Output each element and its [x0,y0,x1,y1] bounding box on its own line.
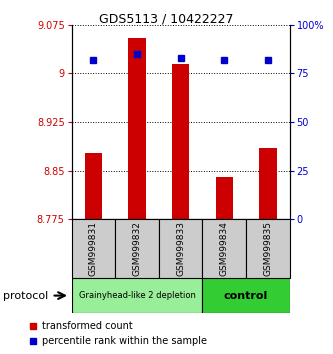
Bar [259,148,277,219]
Bar [215,177,233,219]
Bar [202,278,290,313]
Text: Grainyhead-like 2 depletion: Grainyhead-like 2 depletion [79,291,195,300]
Bar [202,219,246,278]
Bar [85,153,102,219]
Bar [115,219,159,278]
Text: GSM999831: GSM999831 [89,221,98,276]
Text: GSM999832: GSM999832 [133,221,142,276]
Bar [159,219,202,278]
Text: protocol: protocol [3,291,49,301]
Text: control: control [224,291,268,301]
Bar [172,64,189,219]
Text: GSM999834: GSM999834 [220,221,229,276]
Text: percentile rank within the sample: percentile rank within the sample [42,336,206,346]
Text: transformed count: transformed count [42,321,133,331]
Text: GSM999835: GSM999835 [263,221,272,276]
Bar [72,219,115,278]
Text: GSM999833: GSM999833 [176,221,185,276]
Bar [72,278,202,313]
Bar [246,219,290,278]
Bar [128,38,146,219]
Text: GDS5113 / 10422227: GDS5113 / 10422227 [99,12,234,25]
